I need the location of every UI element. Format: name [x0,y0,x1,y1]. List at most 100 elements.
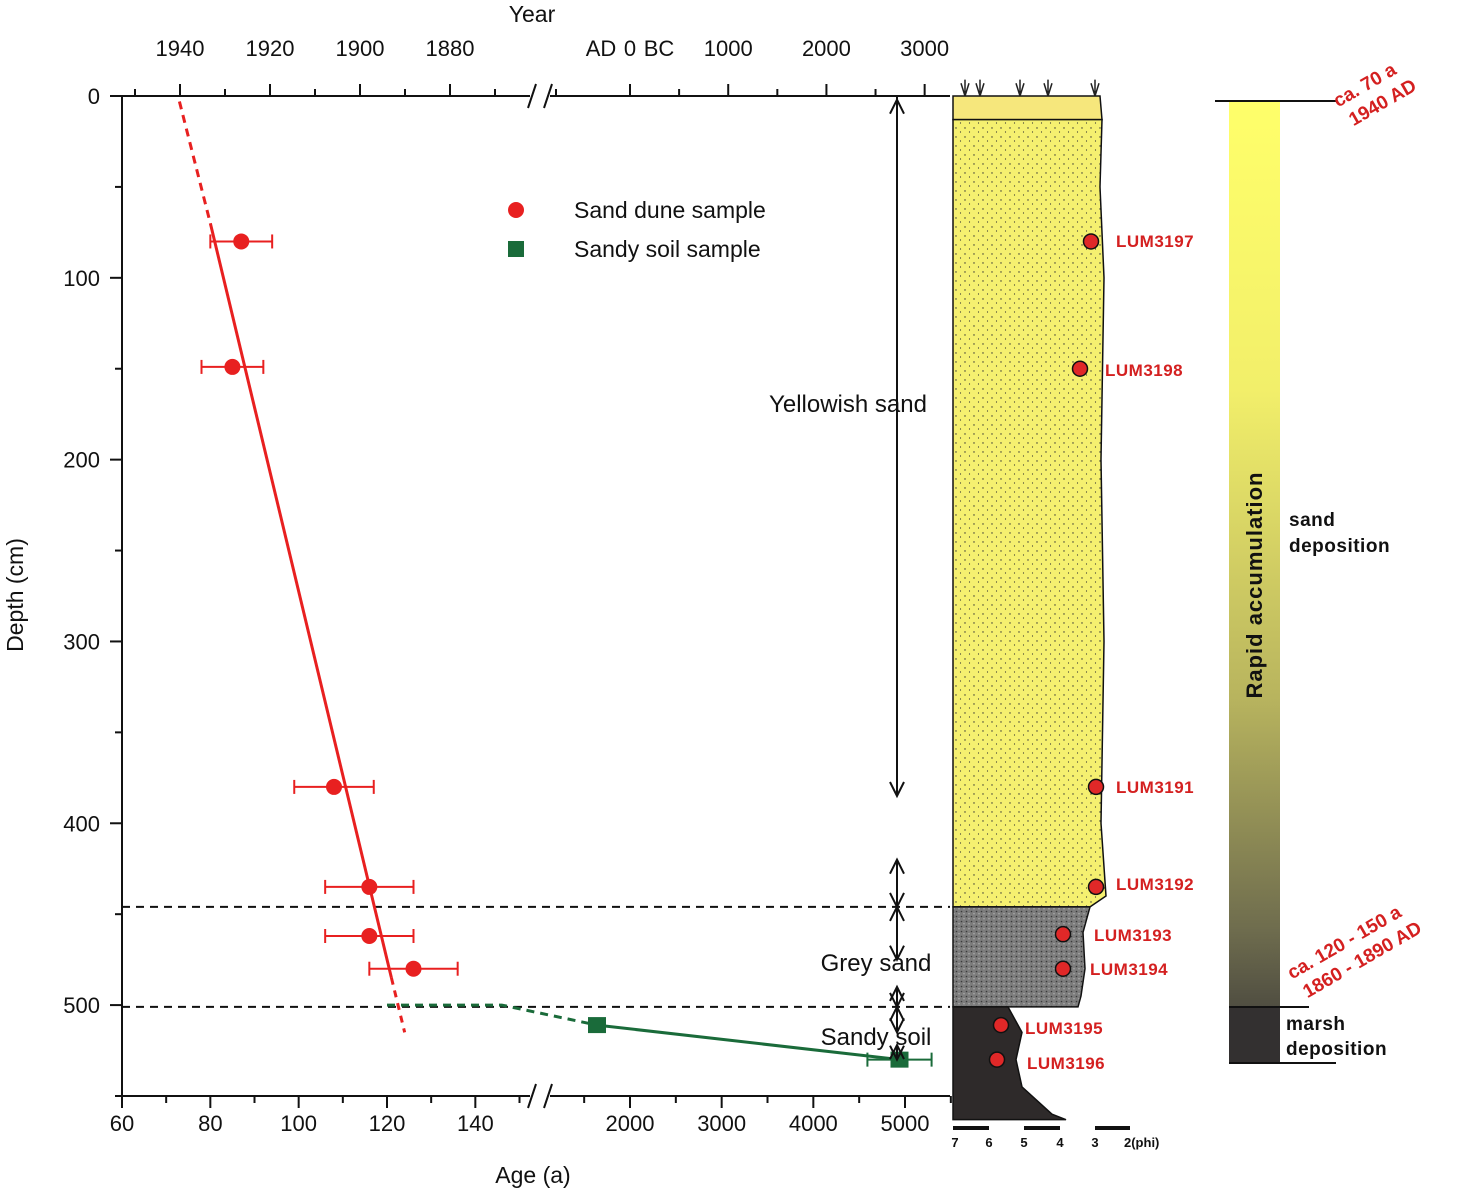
y-tick-label: 100 [63,266,100,291]
x-tick-label: 60 [110,1111,134,1136]
top-axis-title: Year [509,1,556,27]
sand-fit-extension-top [177,101,212,224]
top-tick-label: BC [644,36,675,61]
sample-label-LUM3194: LUM3194 [1090,960,1168,979]
x-tick-label: 80 [198,1111,222,1136]
x-axis-title: Age (a) [495,1162,570,1188]
x-tick-label: 3000 [697,1111,746,1136]
phase-bar-title: Rapid accumulation [1242,471,1267,698]
sand-dune-point [326,778,342,795]
top-tick-label: 3000 [900,36,949,61]
top-tick-label: 1000 [704,36,753,61]
top-tick-label: 1900 [336,36,385,61]
axis-break-mark [543,83,553,109]
yellowish-sand-arrow-head [889,781,905,799]
sandy-soil-arrow-head [889,1017,905,1035]
grass-icon [975,79,985,97]
unit-arrows [889,96,905,1062]
x-tick-label: 5000 [881,1111,930,1136]
phi-scale-segment [989,1126,1024,1130]
column-sample-marker [1071,360,1089,377]
x-tick-label: 120 [369,1111,406,1136]
yellowish-sand-layer [952,118,1107,908]
sandy-soil-arrow-head [889,1004,905,1022]
phi-label-6: 6 [985,1135,992,1150]
top-tick-label: 2000 [802,36,851,61]
y-tick-label: 0 [88,84,100,109]
legend: Sand dune sample Sandy soil sample [508,197,766,262]
yellowish-sand-arrow-lower-head [889,857,905,875]
marsh-deposition-line1: marsh [1286,1014,1346,1035]
x-tick-label: 2000 [606,1111,655,1136]
y-tick-label: 200 [63,448,100,473]
sandy-soil-layer [952,1006,1067,1121]
data-points [200,233,933,1068]
soil-top-layer [952,95,1103,121]
legend-marker-sand-dune [508,202,524,218]
marsh-bar-segment [1229,1007,1280,1063]
column-sample-marker [1087,878,1105,896]
sample-label-LUM3192: LUM3192 [1116,875,1194,894]
sample-label-LUM3191: LUM3191 [1116,778,1194,797]
axis-break-mark [543,1083,553,1109]
sample-label-LUM3198: LUM3198 [1105,361,1183,380]
grey-sand-layer [952,906,1091,1008]
grey-sand-arrow-head [889,904,905,922]
soil-fit-extension [387,1003,598,1027]
sandy-soil-point [588,1017,606,1034]
top-tick-label: 1940 [156,36,205,61]
sandy-soil-arrow-lower-head [889,1042,905,1060]
column-sample-marker [1082,233,1100,250]
top-tick-label: 0 [624,36,636,61]
unit-label-grey-sand: Grey sand [821,950,932,977]
y-tick-label: 500 [63,993,100,1018]
lithology-column [952,79,1130,1130]
tick-labels: 0 100 200 300 400 500 60 80 100 120 140 2000 3000 400… [63,36,949,1136]
phi-scale-segment [1060,1126,1095,1130]
grey-sand-arrow-head [889,945,905,962]
sample-label-LUM3197: LUM3197 [1116,232,1194,251]
top-tick-label: 1880 [426,36,475,61]
sandy-soil-arrow-lower-head [889,1045,905,1062]
regression-lines [177,101,900,1062]
sand-dune-point [405,960,422,977]
sand-fit-extension-bottom [389,977,407,1033]
grass-icon [1090,79,1100,97]
sand-dune-point [224,358,241,375]
axes [121,83,950,1109]
marsh-deposition-line2: deposition [1286,1039,1387,1060]
phi-label-5: 5 [1020,1135,1027,1150]
sand-dune-point [233,233,250,250]
column-sample-marker [992,1016,1010,1034]
phi-label-7: 7 [951,1135,958,1150]
soil-fit-line [596,1023,900,1062]
phi-label-2: 2(phi) [1124,1135,1159,1150]
grass-icon [1043,79,1053,97]
x-tick-label: 4000 [789,1111,838,1136]
axis-break-mark [527,83,537,109]
top-tick-label: 1920 [246,36,295,61]
sand-deposition-line2: deposition [1289,536,1390,557]
phase-bar [1215,100,1336,1064]
unit-label-yellowish-sand: Yellowish sand [769,391,927,418]
phi-label-4: 4 [1056,1135,1064,1150]
legend-label-sand-dune: Sand dune sample [574,197,766,223]
y-axis-title: Depth (cm) [2,538,28,652]
sample-label-LUM3193: LUM3193 [1094,926,1172,945]
grass-icon [960,79,970,97]
sample-label-LUM3195: LUM3195 [1025,1019,1103,1038]
sand-dune-point [361,878,378,895]
column-sample-marker [1054,960,1072,977]
column-sample-marker [1054,925,1072,943]
accumulation-gradient-bar [1229,101,1280,1063]
legend-marker-sandy-soil [508,241,524,257]
column-sample-marker [1087,778,1105,796]
x-tick-label: 140 [457,1111,494,1136]
column-sample-marker [988,1051,1006,1068]
unit-label-sandy-soil: Sandy soil [821,1024,932,1051]
y-tick-label: 400 [63,811,100,836]
sand-deposition-line1: sand [1289,510,1335,531]
unit-boundaries [122,905,950,1008]
phi-label-3: 3 [1091,1135,1098,1150]
